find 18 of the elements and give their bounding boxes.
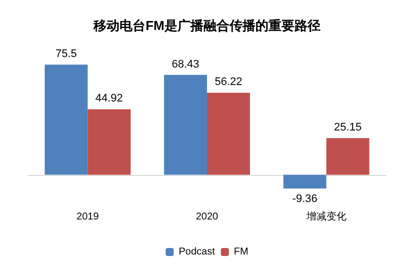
x-tick-label: 2019 [76,212,100,222]
data-label: 68.43 [172,58,200,70]
x-tick-label: 2020 [196,212,219,222]
bar [283,174,326,188]
bar [88,109,131,175]
data-label: 44.92 [95,92,123,105]
legend-label: FM [234,246,248,258]
legend-label: Podcast [178,246,216,258]
bar [44,64,88,175]
x-tick-label: 增减变化 [305,210,346,222]
data-label: -9.36 [292,192,318,205]
bar [164,74,207,175]
data-label: 25.15 [334,122,362,134]
bar [326,138,370,175]
data-label: 75.5 [55,48,77,60]
chart-title: 移动电台FM是广播融合传播的重要路径 [92,18,320,33]
data-label: 56.22 [214,76,242,88]
bar [207,92,250,175]
